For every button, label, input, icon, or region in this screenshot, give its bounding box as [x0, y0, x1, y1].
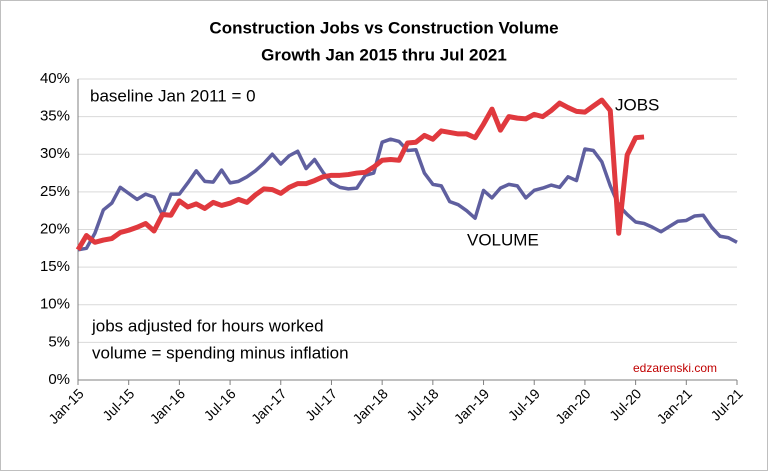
series-line: [77, 137, 738, 252]
series-label: VOLUME: [467, 230, 539, 249]
y-tick-label: 20%: [40, 220, 70, 237]
annotation: jobs adjusted for hours worked: [91, 316, 324, 335]
chart-subtitle: Growth Jan 2015 thru Jul 2021: [261, 45, 507, 64]
series-label: JOBS: [615, 95, 659, 114]
y-tick-label: 5%: [48, 333, 70, 350]
y-tick-label: 0%: [48, 371, 70, 388]
chart-title: Construction Jobs vs Construction Volume: [209, 18, 558, 37]
y-tick-label: 30%: [40, 145, 70, 162]
y-tick-label: 10%: [40, 296, 70, 313]
y-tick-label: 35%: [40, 108, 70, 125]
watermark: edzarenski.com: [633, 361, 717, 375]
series-line: [75, 97, 645, 252]
annotation: volume = spending minus inflation: [92, 343, 349, 362]
y-tick-label: 15%: [40, 258, 70, 275]
y-tick-label: 25%: [40, 183, 70, 200]
annotation: baseline Jan 2011 = 0: [90, 86, 256, 105]
y-tick-label: 40%: [40, 70, 70, 87]
